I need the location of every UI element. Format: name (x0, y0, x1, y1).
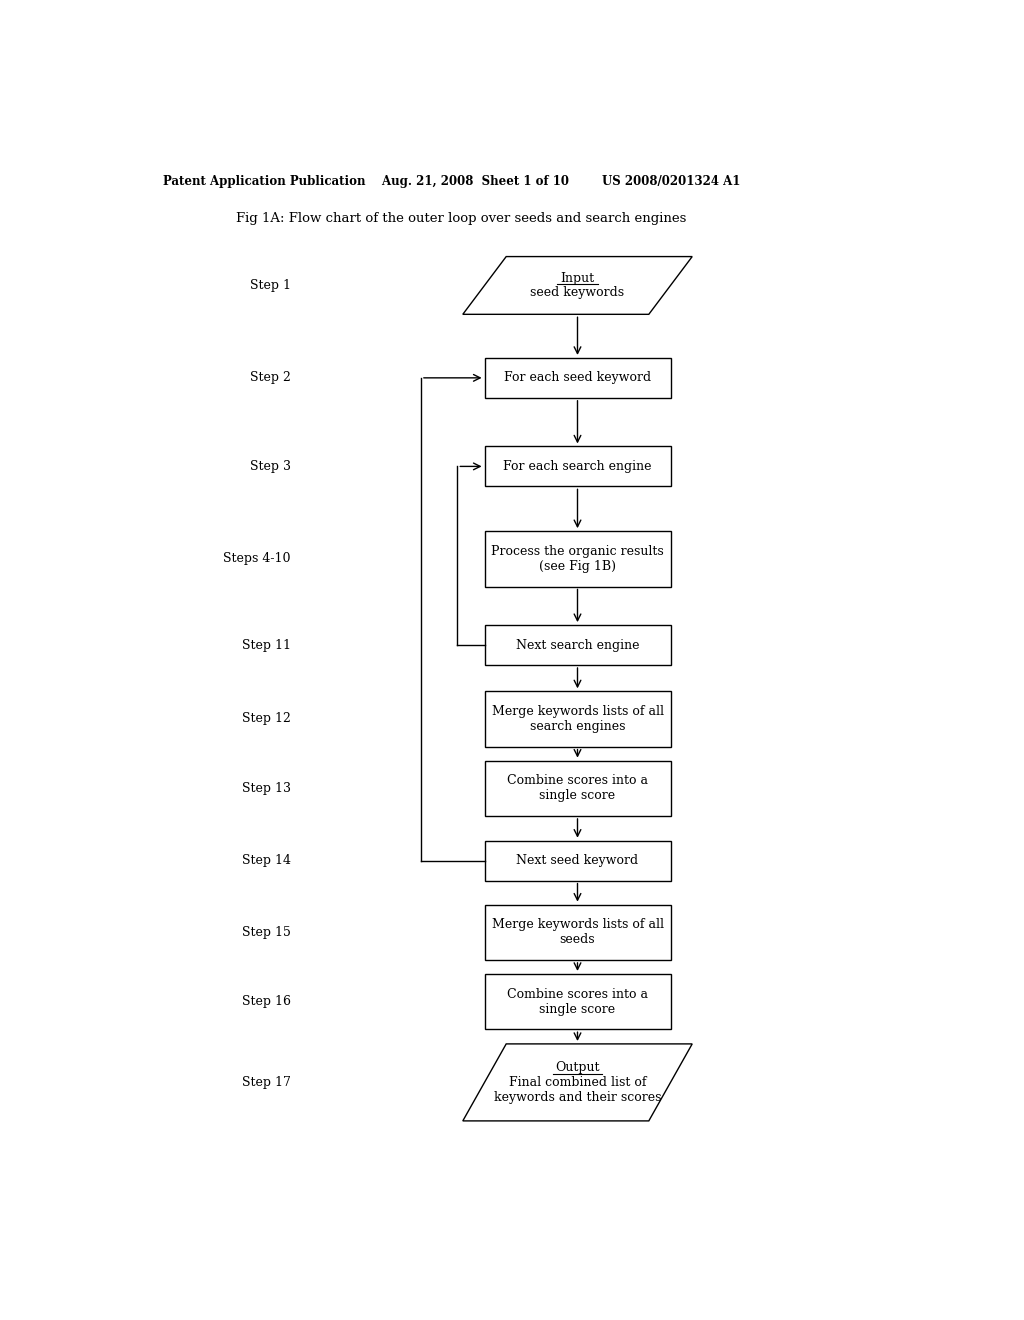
Bar (484, 446, 671, 487)
Bar (484, 904, 671, 960)
Polygon shape (463, 1044, 692, 1121)
Text: Step 17: Step 17 (242, 1076, 291, 1089)
Text: Merge keywords lists of all
seeds: Merge keywords lists of all seeds (492, 919, 664, 946)
Text: Step 14: Step 14 (242, 854, 291, 867)
Text: Step 16: Step 16 (242, 995, 291, 1008)
Text: Final combined list of: Final combined list of (509, 1076, 646, 1089)
Text: Step 2: Step 2 (250, 371, 291, 384)
Text: seed keywords: seed keywords (530, 286, 625, 300)
Text: Step 11: Step 11 (242, 639, 291, 652)
Text: Combine scores into a
single score: Combine scores into a single score (507, 987, 648, 1015)
Text: Merge keywords lists of all
search engines: Merge keywords lists of all search engin… (492, 705, 664, 733)
Text: Output: Output (555, 1061, 600, 1074)
Bar (484, 626, 671, 665)
Text: Combine scores into a
single score: Combine scores into a single score (507, 775, 648, 803)
Text: Step 1: Step 1 (250, 279, 291, 292)
Bar (484, 692, 671, 747)
Text: Next search engine: Next search engine (516, 639, 639, 652)
Bar (484, 531, 671, 586)
Text: Patent Application Publication    Aug. 21, 2008  Sheet 1 of 10        US 2008/02: Patent Application Publication Aug. 21, … (163, 176, 740, 189)
Text: Step 13: Step 13 (242, 781, 291, 795)
Text: For each seed keyword: For each seed keyword (504, 371, 651, 384)
Bar (484, 841, 671, 880)
Text: Next seed keyword: Next seed keyword (516, 854, 639, 867)
Text: Fig 1A: Flow chart of the outer loop over seeds and search engines: Fig 1A: Flow chart of the outer loop ove… (237, 213, 687, 226)
Bar (484, 358, 671, 397)
Text: Process the organic results
(see Fig 1B): Process the organic results (see Fig 1B) (492, 545, 664, 573)
Polygon shape (463, 256, 692, 314)
Bar (484, 974, 671, 1030)
Text: Step 3: Step 3 (250, 459, 291, 473)
Text: Steps 4-10: Steps 4-10 (223, 552, 291, 565)
Text: Step 12: Step 12 (242, 713, 291, 726)
Text: Input: Input (560, 272, 595, 285)
Text: keywords and their scores: keywords and their scores (494, 1090, 662, 1104)
Bar (484, 760, 671, 816)
Text: Step 15: Step 15 (242, 925, 291, 939)
Text: For each search engine: For each search engine (503, 459, 651, 473)
